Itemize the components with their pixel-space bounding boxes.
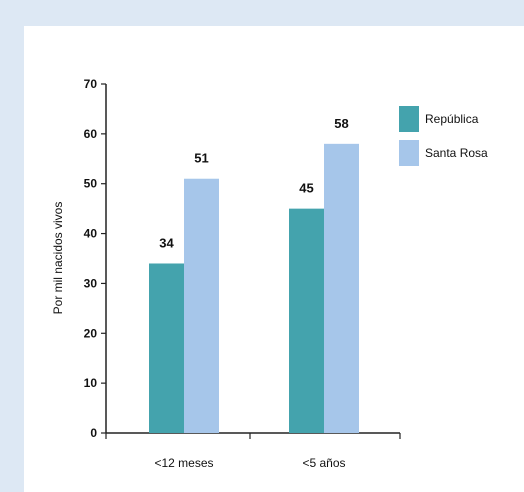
y-tick-label: 10 <box>84 376 98 390</box>
y-tick-label: 20 <box>84 326 98 340</box>
axes: 0 10 20 30 40 50 60 70 <12 meses <5 años <box>84 77 401 470</box>
bar-value-label: 58 <box>334 116 348 131</box>
bar <box>324 143 359 434</box>
left-border-band <box>0 0 24 492</box>
legend-label: Santa Rosa <box>425 146 488 160</box>
legend: República Santa Rosa <box>399 106 488 166</box>
bars: 34 45 51 58 <box>149 116 359 434</box>
bar-value-label: 51 <box>194 151 208 166</box>
x-category-label: <5 años <box>302 456 345 470</box>
bar <box>289 208 324 433</box>
bar <box>149 263 184 433</box>
y-tick-label: 70 <box>84 77 98 91</box>
y-axis-label: Por mil nacidos vivos <box>51 202 65 315</box>
y-tick-label: 0 <box>90 426 97 440</box>
bar-value-label: 45 <box>299 181 313 196</box>
bar <box>184 178 219 433</box>
legend-swatch <box>399 106 419 132</box>
y-tick-label: 60 <box>84 127 98 141</box>
x-category-label: <12 meses <box>154 456 213 470</box>
y-tick-label: 30 <box>84 276 98 290</box>
top-border-band <box>0 0 524 26</box>
legend-swatch <box>399 140 419 166</box>
bar-value-label: 34 <box>159 235 174 250</box>
y-tick-label: 40 <box>84 227 98 241</box>
y-tick-label: 50 <box>84 177 98 191</box>
legend-label: República <box>425 112 479 126</box>
